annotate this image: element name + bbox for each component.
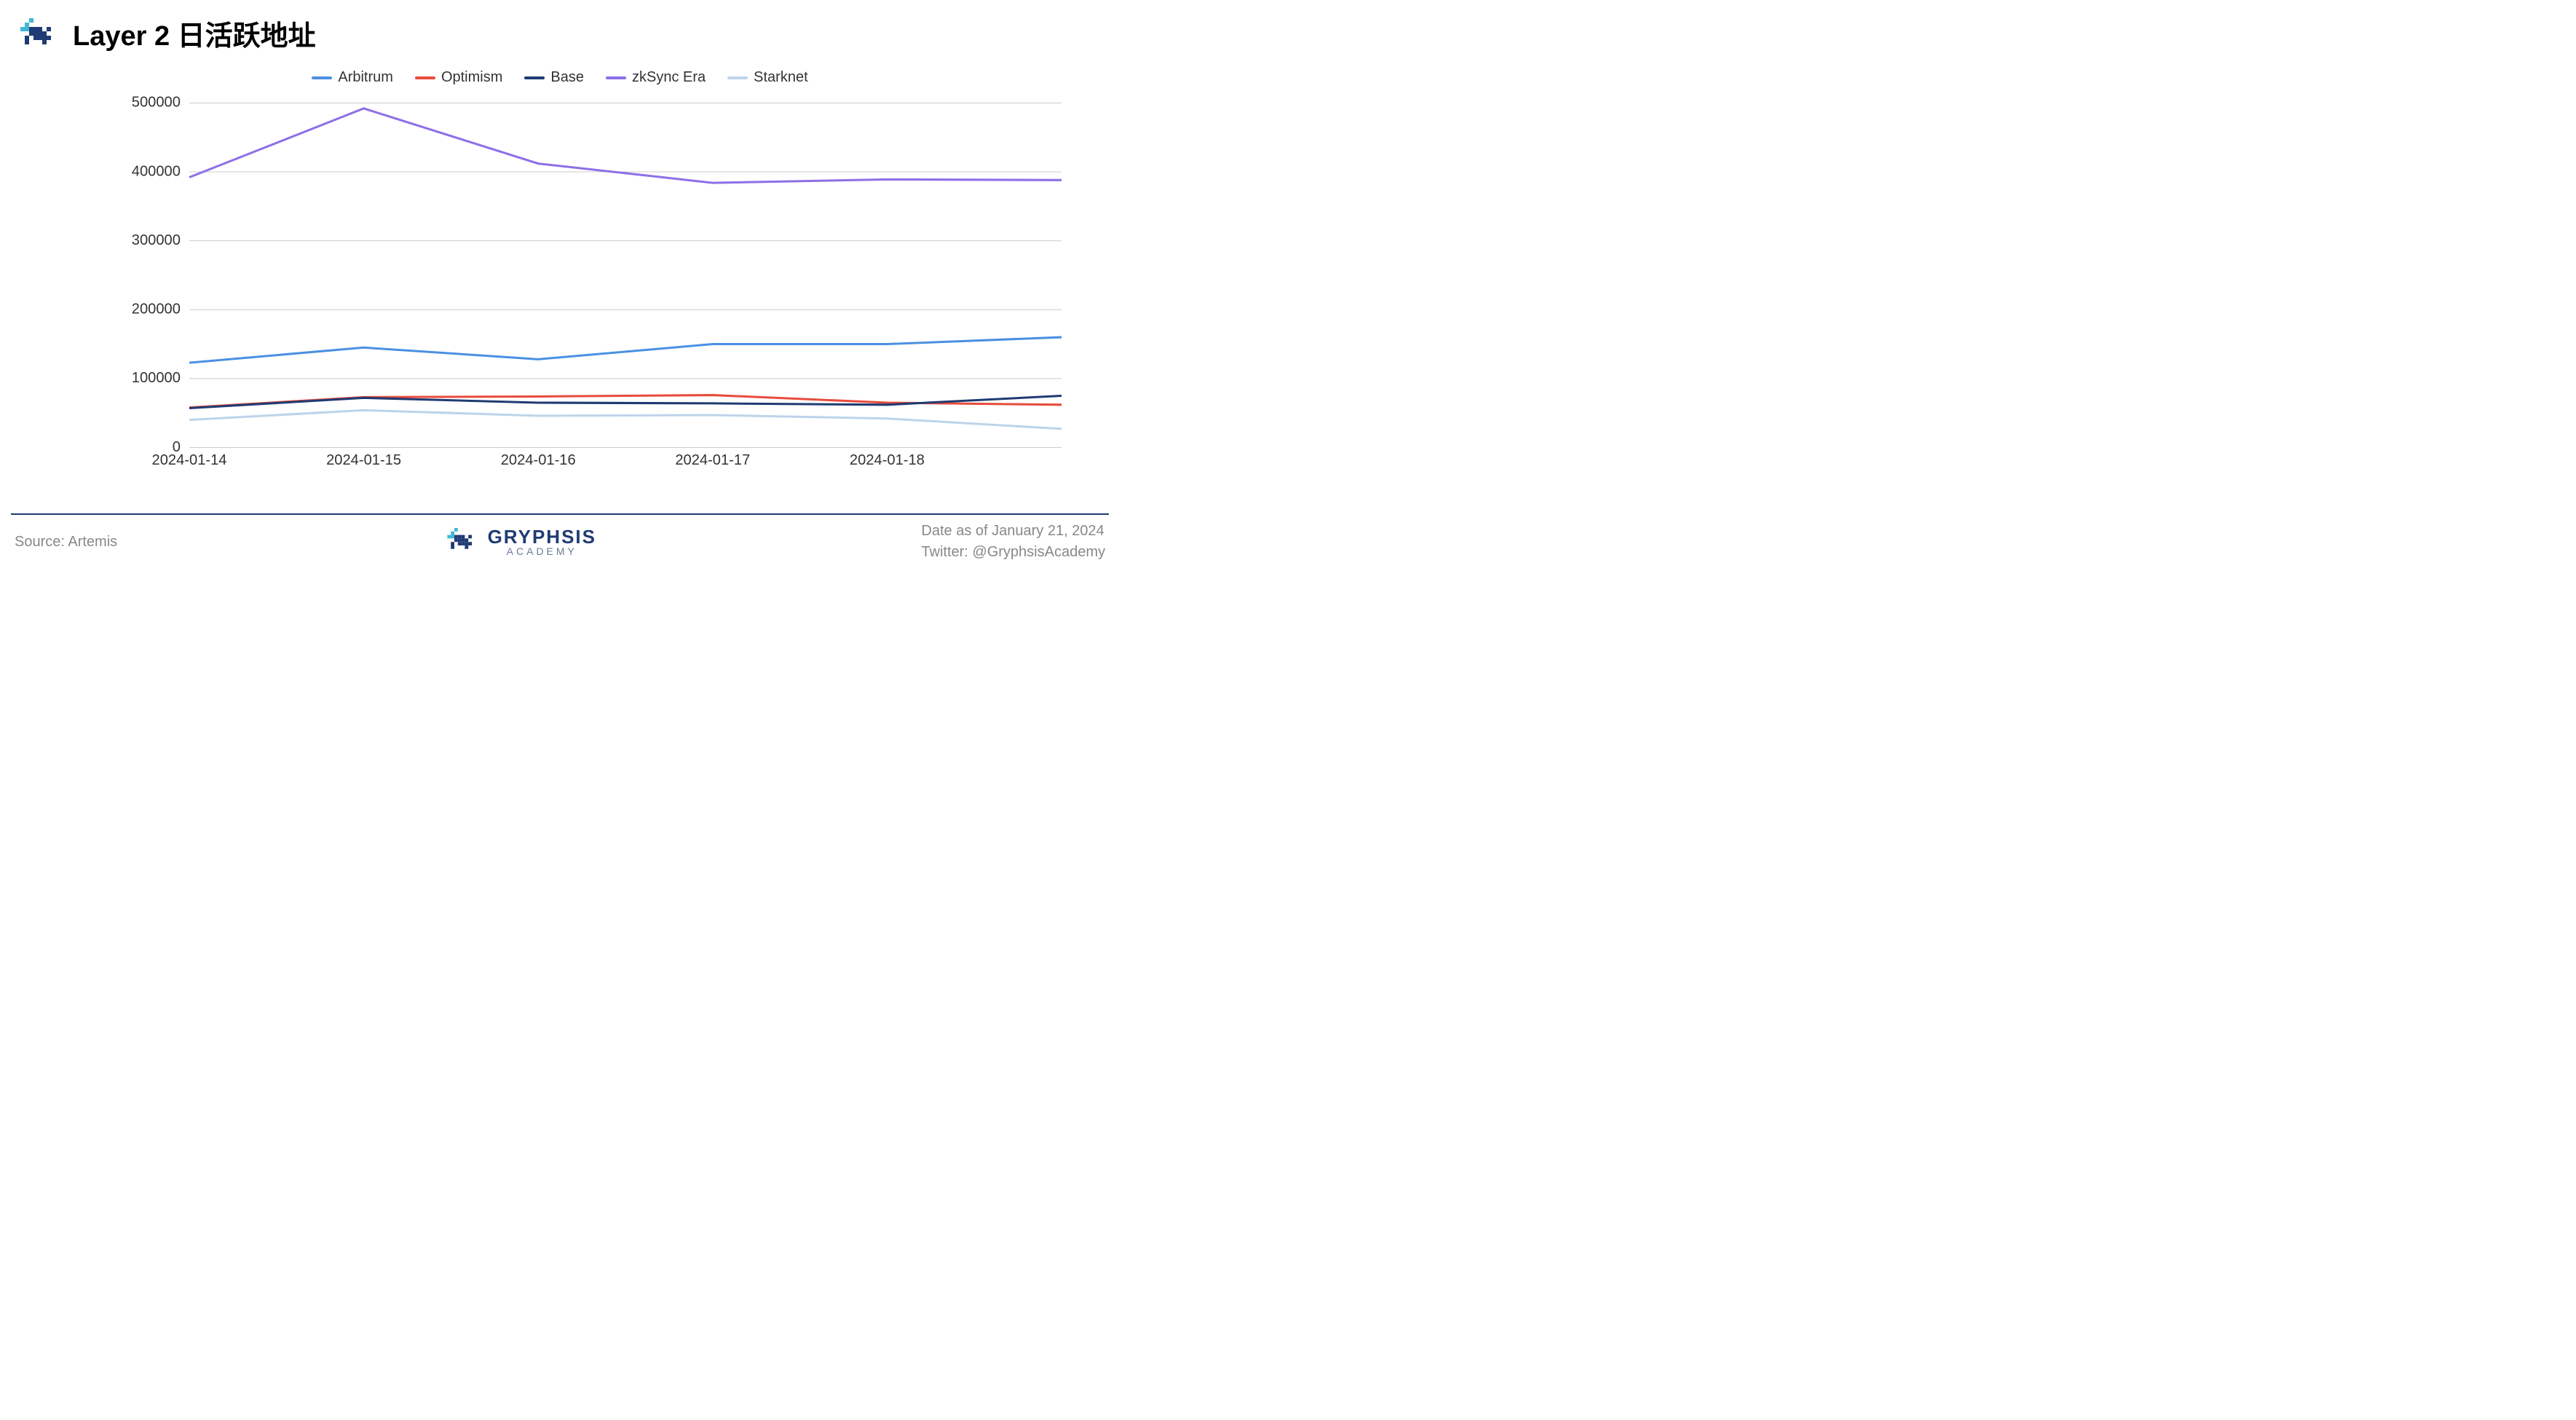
y-tick-label: 100000: [132, 370, 181, 386]
x-tick-label: 2024-01-17: [675, 452, 750, 468]
y-tick-label: 500000: [132, 95, 181, 111]
x-tick-label: 2024-01-16: [501, 452, 576, 468]
footer-brand: GRYPHSIS ACADEMY: [443, 522, 596, 561]
footer-brand-text: GRYPHSIS ACADEMY: [488, 527, 596, 556]
brand-sub: ACADEMY: [488, 546, 596, 556]
x-tick-label: 2024-01-14: [152, 452, 227, 468]
twitter-label: Twitter: @GryphsisAcademy: [921, 544, 1105, 561]
legend-swatch: [606, 76, 626, 79]
gryphon-logo-icon: [443, 522, 478, 561]
y-tick-label: 300000: [132, 232, 181, 248]
legend-item: zkSync Era: [606, 69, 706, 86]
chart-area: Arbitrum Optimism Base zkSync Era Starknet 0…: [44, 69, 1076, 506]
x-tick-label: 2024-01-18: [850, 452, 925, 468]
legend-item: Starknet: [727, 69, 807, 86]
x-tick-label: 2024-01-15: [326, 452, 401, 468]
chart-legend: Arbitrum Optimism Base zkSync Era Starknet: [44, 69, 1076, 86]
footer-divider: [11, 513, 1109, 515]
legend-swatch: [415, 76, 435, 79]
series-line: [189, 410, 1062, 429]
legend-item: Optimism: [415, 69, 502, 86]
brand-main: GRYPHSIS: [488, 527, 596, 546]
series-line: [189, 337, 1062, 363]
page-title: Layer 2 日活跃地址: [73, 13, 316, 53]
legend-swatch: [727, 76, 748, 79]
footer-right: Date as of January 21, 2024 Twitter: @Gr…: [921, 523, 1105, 561]
header: Layer 2 日活跃地址: [0, 0, 1120, 62]
legend-swatch: [524, 76, 545, 79]
line-chart: 01000002000003000004000005000002024-01-1…: [189, 93, 1062, 479]
legend-label: Optimism: [441, 69, 502, 86]
y-tick-label: 200000: [132, 301, 181, 317]
gryphon-logo-icon: [15, 11, 58, 55]
legend-item: Base: [524, 69, 584, 86]
legend-label: Base: [550, 69, 584, 86]
legend-item: Arbitrum: [312, 69, 393, 86]
legend-label: zkSync Era: [632, 69, 706, 86]
footer: Source: Artemis: [0, 522, 1120, 561]
y-tick-label: 400000: [132, 163, 181, 179]
series-line: [189, 396, 1062, 409]
legend-label: Arbitrum: [338, 69, 393, 86]
plot-container: 01000002000003000004000005000002024-01-1…: [189, 93, 1062, 479]
legend-swatch: [312, 76, 332, 79]
date-label: Date as of January 21, 2024: [921, 523, 1104, 540]
legend-label: Starknet: [754, 69, 807, 86]
source-label: Source: Artemis: [15, 534, 117, 551]
